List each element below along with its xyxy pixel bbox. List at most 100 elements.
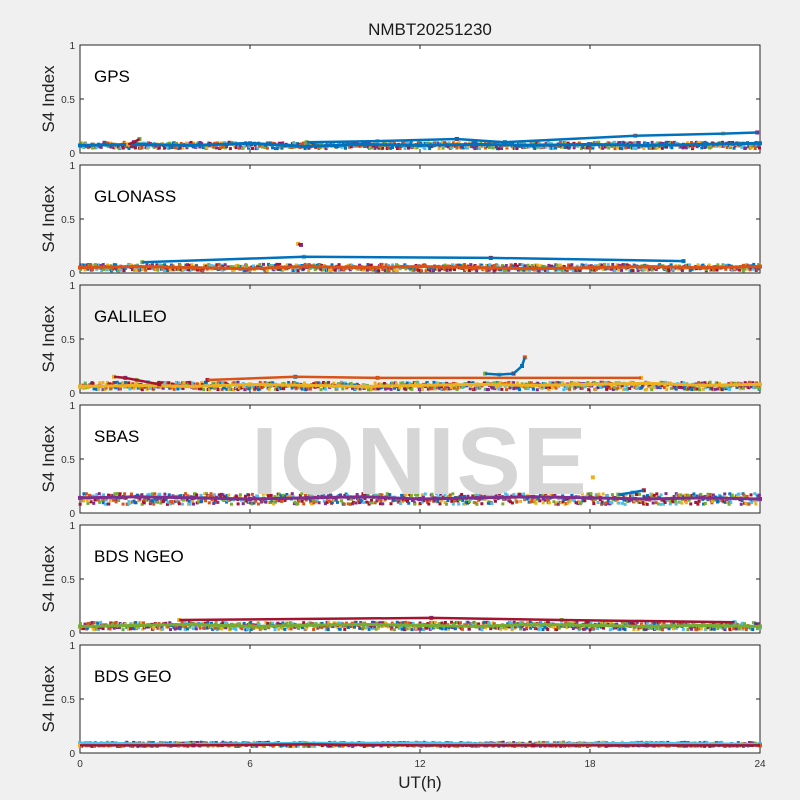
data-point [373, 501, 377, 505]
data-point [281, 493, 285, 497]
data-point [704, 268, 708, 272]
data-point [210, 626, 214, 630]
data-point [364, 493, 368, 497]
data-point [640, 622, 644, 626]
data-point [547, 621, 551, 625]
data-point [114, 620, 118, 624]
data-point [711, 493, 715, 497]
data-point [510, 501, 514, 505]
data-point [243, 269, 247, 273]
data-point [312, 628, 316, 632]
data-point [496, 264, 500, 268]
data-point [227, 493, 231, 497]
data-point [692, 492, 696, 496]
data-point [142, 268, 146, 272]
data-point [753, 492, 757, 496]
data-point [739, 502, 743, 506]
data-point [423, 492, 427, 496]
data-point [566, 501, 570, 505]
data-point [144, 497, 148, 501]
data-point [264, 626, 268, 630]
data-point [505, 146, 509, 150]
data-point [656, 502, 660, 506]
data-point [451, 492, 455, 496]
data-point [237, 264, 241, 268]
data-point [420, 269, 424, 273]
data-point [111, 382, 115, 386]
data-point [172, 268, 176, 272]
data-point [286, 495, 290, 499]
data-point [466, 494, 470, 498]
data-point [369, 626, 373, 630]
data-point [689, 140, 693, 144]
data-point [186, 268, 190, 272]
data-point [266, 494, 270, 498]
data-point [378, 621, 382, 625]
data-point [742, 144, 746, 148]
data-point [327, 380, 331, 384]
data-point [369, 263, 373, 267]
data-point [275, 262, 279, 266]
data-point [642, 502, 646, 506]
data-point [659, 380, 663, 384]
data-point [494, 385, 498, 389]
data-point [681, 259, 686, 264]
data-point [225, 500, 229, 504]
data-point [740, 499, 744, 503]
data-point [114, 500, 118, 504]
data-point [645, 494, 649, 498]
data-point [129, 622, 133, 626]
data-point [564, 621, 568, 625]
data-point [243, 494, 247, 498]
data-point [178, 263, 182, 267]
data-point [321, 268, 325, 272]
data-point [248, 496, 252, 501]
data-point [369, 387, 373, 391]
data-point [164, 621, 168, 625]
data-point [361, 622, 366, 627]
data-point [439, 385, 443, 389]
data-point [754, 502, 758, 506]
data-point [171, 386, 175, 390]
data-point [485, 269, 489, 273]
data-point [359, 621, 363, 625]
data-point [480, 502, 484, 506]
data-point [108, 499, 112, 503]
data-point [447, 387, 451, 391]
y-tick-label: 0.5 [61, 95, 75, 106]
data-point [419, 627, 423, 631]
data-point [276, 388, 280, 392]
data-point [218, 626, 222, 630]
data-point [158, 492, 162, 496]
data-point [620, 268, 624, 272]
data-point [208, 388, 212, 392]
data-point [161, 627, 165, 631]
data-point [708, 492, 712, 496]
data-point [109, 141, 113, 145]
y-axis-label: S4 Index [39, 425, 58, 493]
data-point [463, 263, 467, 267]
data-point [563, 497, 567, 501]
data-point [482, 620, 486, 624]
data-point [499, 381, 503, 385]
data-point [557, 626, 561, 630]
data-point [345, 621, 349, 625]
data-point [393, 268, 397, 272]
data-point [697, 381, 701, 385]
data-point [639, 499, 643, 503]
data-point [493, 499, 497, 503]
data-point [448, 493, 452, 497]
data-point [635, 386, 639, 390]
data-point [398, 626, 402, 630]
data-point [737, 627, 741, 631]
data-point [210, 498, 214, 502]
data-point [188, 625, 192, 629]
data-point [163, 492, 167, 496]
data-point [166, 147, 170, 151]
data-point [153, 498, 157, 502]
data-point [189, 382, 193, 386]
data-point [625, 263, 629, 267]
data-point [617, 501, 621, 505]
data-point [132, 499, 136, 503]
data-point [265, 146, 269, 150]
